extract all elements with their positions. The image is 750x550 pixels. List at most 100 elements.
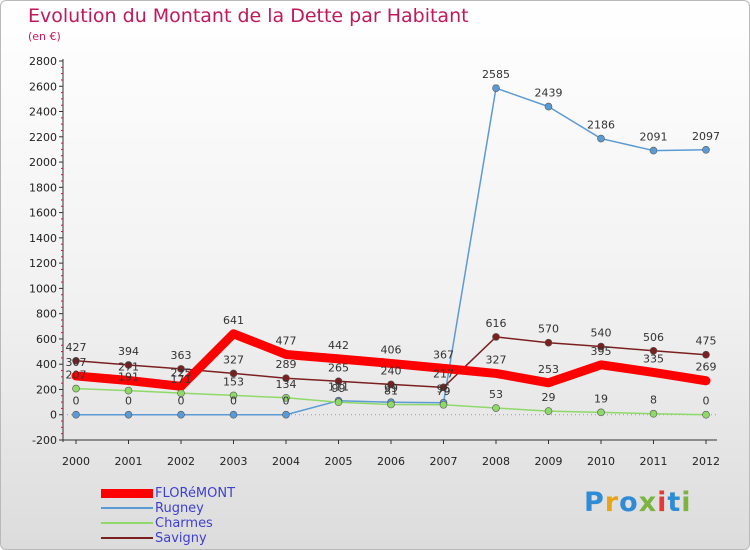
brand-letter: i <box>681 487 692 518</box>
data-label: 616 <box>486 317 507 330</box>
data-label: 81 <box>384 385 398 398</box>
y-tick-label: 2400 <box>29 106 57 119</box>
data-label: 475 <box>696 335 717 348</box>
data-label: 335 <box>643 352 664 365</box>
series-point-1 <box>492 84 500 92</box>
series-point-2 <box>72 384 80 393</box>
brand-letter: r <box>604 487 620 518</box>
y-tick-label: 2200 <box>29 131 57 144</box>
data-label: 111 <box>328 381 349 394</box>
series-point-3 <box>702 350 710 359</box>
data-label: 191 <box>118 371 139 384</box>
data-label: 363 <box>171 349 192 362</box>
series-point-2 <box>492 404 500 412</box>
y-tick-label: 1800 <box>29 181 57 194</box>
brand-letter: x <box>638 487 658 518</box>
series-point-2 <box>702 410 710 419</box>
series-point-1 <box>177 410 185 419</box>
series-point-1 <box>282 410 290 419</box>
data-label: 289 <box>276 358 297 371</box>
series-point-3 <box>72 356 80 365</box>
data-label: 253 <box>538 363 559 376</box>
series-point-0 <box>177 382 185 391</box>
series-point-3 <box>177 365 185 373</box>
x-tick-label: 2008 <box>482 455 510 468</box>
series-point-0 <box>72 371 80 380</box>
y-tick-label: 1600 <box>29 207 57 220</box>
y-tick-label: 2800 <box>29 55 57 68</box>
data-label: 327 <box>223 353 244 366</box>
data-label: 367 <box>433 348 454 361</box>
data-label: 506 <box>643 331 664 344</box>
data-label: 265 <box>328 361 349 374</box>
data-label: 2439 <box>535 87 563 100</box>
series-point-3 <box>597 342 605 351</box>
series-point-2 <box>597 408 605 417</box>
x-tick-label: 2011 <box>640 455 668 468</box>
legend-swatch <box>101 488 153 498</box>
y-tick-label: 1400 <box>29 232 57 245</box>
data-label: 240 <box>381 364 402 377</box>
data-label: 570 <box>538 323 559 336</box>
data-label: 2097 <box>692 130 720 143</box>
data-label: 0 <box>283 395 290 408</box>
series-point-1 <box>124 410 133 419</box>
data-label: 99 <box>332 382 346 395</box>
series-point-2 <box>387 400 395 409</box>
x-tick-label: 2012 <box>692 455 720 468</box>
series-point-0 <box>387 359 395 368</box>
data-label: 0 <box>178 395 185 408</box>
data-label: 95 <box>437 383 451 396</box>
brand-letter: P <box>584 487 605 518</box>
y-tick-label: 0 <box>50 409 57 422</box>
brand-letter: o <box>619 487 639 518</box>
y-tick-label: 200 <box>36 383 57 396</box>
series-point-2 <box>282 394 290 402</box>
x-tick-label: 2006 <box>377 455 405 468</box>
data-label: 269 <box>696 361 717 374</box>
data-label: 79 <box>437 385 451 398</box>
series-point-3 <box>229 369 238 378</box>
data-label: 171 <box>171 373 192 386</box>
series-point-0 <box>229 329 238 338</box>
brand-letter: t <box>667 487 682 518</box>
y-tick-label: 2000 <box>29 156 57 169</box>
series-point-0 <box>597 360 605 369</box>
series-point-0 <box>334 354 343 363</box>
series-point-1 <box>649 146 658 155</box>
series-point-3 <box>649 347 658 355</box>
series-point-2 <box>649 409 658 418</box>
data-label: 442 <box>328 339 349 352</box>
data-label: 225 <box>171 366 192 379</box>
y-tick-label: 600 <box>36 333 57 346</box>
legend-label: Charmes <box>155 516 213 531</box>
data-label: 2091 <box>640 131 668 144</box>
series-point-1 <box>72 410 80 419</box>
legend-label: FLORéMONT <box>155 486 236 501</box>
data-label: 19 <box>594 392 608 405</box>
series-point-2 <box>124 386 133 395</box>
data-label: 8 <box>650 394 657 407</box>
legend-swatch <box>101 522 153 524</box>
y-tick-label: -200 <box>32 434 57 447</box>
series-point-2 <box>229 391 238 400</box>
series-point-0 <box>124 376 133 385</box>
series-point-3 <box>124 361 133 369</box>
series-point-1 <box>597 134 605 143</box>
data-label: 99 <box>384 382 398 395</box>
series-point-2 <box>334 398 343 407</box>
data-label: 394 <box>118 345 139 358</box>
series-point-3 <box>282 374 290 383</box>
legend-label: Savigny <box>155 531 207 546</box>
y-tick-label: 800 <box>36 308 57 321</box>
data-label: 0 <box>703 395 710 408</box>
legend-label: Rugney <box>155 501 204 516</box>
series-point-0 <box>544 378 553 387</box>
y-tick-label: 400 <box>36 358 57 371</box>
series-point-1 <box>544 102 553 111</box>
x-tick-label: 2003 <box>220 455 248 468</box>
x-tick-label: 2002 <box>167 455 195 468</box>
brand-letter: i <box>657 487 668 518</box>
series-point-3 <box>387 380 395 389</box>
